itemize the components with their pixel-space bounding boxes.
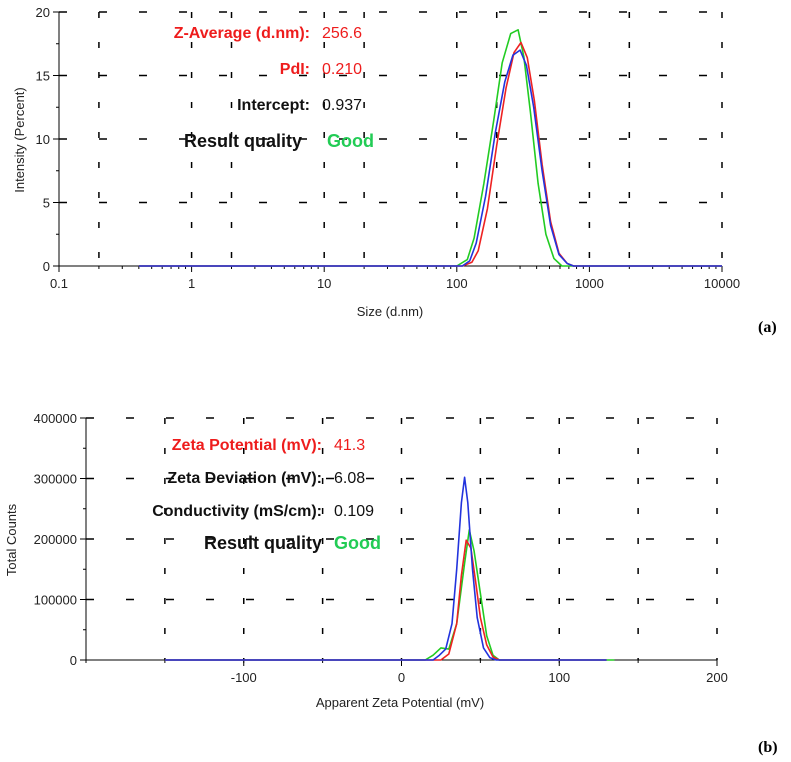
panel-b-x-axis-title: Apparent Zeta Potential (mV) xyxy=(316,695,484,710)
zeta-deviation-label: Zeta Deviation (mV): xyxy=(167,470,322,487)
series-line-3 xyxy=(164,476,607,661)
y-tick-label: 20 xyxy=(36,5,50,20)
z-average-label: Z-Average (d.nm): xyxy=(174,25,310,42)
pdi-value: 0.210 xyxy=(322,61,362,78)
panel-a-grid xyxy=(59,11,723,266)
panel-a-axes: 0.1 1 10 100 1000 10000 0 5 10 15 20 xyxy=(36,5,741,291)
panel-a-y-axis-title: Intensity (Percent) xyxy=(12,87,27,193)
result-quality-label-b: Result quality xyxy=(204,533,322,553)
y-tick-label: 5 xyxy=(43,196,50,211)
conductivity-value: 0.109 xyxy=(334,503,374,520)
x-tick-label: 100 xyxy=(446,276,468,291)
y-tick-label: 15 xyxy=(36,69,50,84)
z-average-value: 256.6 xyxy=(322,25,362,42)
panel-b-grid xyxy=(86,417,718,660)
panel-b-y-axis-title: Total Counts xyxy=(4,503,19,576)
intercept-value: 0.937 xyxy=(322,97,362,114)
y-tick-label: 300000 xyxy=(34,472,77,487)
panel-a-size-distribution: 0.1 1 10 100 1000 10000 0 5 10 15 20 Size (d.nm) I… xyxy=(12,5,777,336)
panel-a-label: (a) xyxy=(758,319,777,336)
x-tick-label: 1000 xyxy=(575,276,604,291)
panel-b-series xyxy=(164,476,615,661)
panel-b-axes: -100 0 100 200 0 100000 200000 300000 400000 xyxy=(34,411,728,685)
y-tick-label: 0 xyxy=(70,653,77,668)
x-tick-label: 100 xyxy=(548,670,570,685)
series-line-2 xyxy=(164,539,607,661)
panel-a-x-axis-title: Size (d.nm) xyxy=(357,304,423,319)
x-tick-label: 0.1 xyxy=(50,276,68,291)
y-tick-label: 0 xyxy=(43,259,50,274)
panel-b-zeta-distribution: -100 0 100 200 0 100000 200000 300000 400000 App… xyxy=(4,411,778,756)
result-quality-label: Result quality xyxy=(184,131,302,151)
result-quality-value-b: Good xyxy=(334,533,381,553)
series-line-1 xyxy=(164,529,615,661)
y-tick-label: 200000 xyxy=(34,532,77,547)
zeta-potential-value: 41.3 xyxy=(334,437,365,454)
conductivity-label: Conductivity (mS/cm): xyxy=(152,503,322,520)
x-tick-label: -100 xyxy=(231,670,257,685)
panel-b-annotations: Zeta Potential (mV): 41.3 Zeta Deviation… xyxy=(152,437,381,553)
x-tick-label: 1 xyxy=(188,276,195,291)
panel-a-annotations: Z-Average (d.nm): 256.6 PdI: 0.210 Inter… xyxy=(174,25,374,151)
y-tick-label: 100000 xyxy=(34,593,77,608)
y-tick-label: 10 xyxy=(36,132,50,147)
zeta-deviation-value: 6.08 xyxy=(334,470,365,487)
y-tick-label: 400000 xyxy=(34,411,77,426)
panel-a-series xyxy=(138,28,722,267)
zeta-potential-label: Zeta Potential (mV): xyxy=(172,437,322,454)
result-quality-value: Good xyxy=(327,131,374,151)
pdi-label: PdI: xyxy=(280,61,310,78)
series-line-3 xyxy=(138,49,722,267)
series-line-1 xyxy=(138,28,722,267)
x-tick-label: 0 xyxy=(398,670,405,685)
x-tick-label: 200 xyxy=(706,670,728,685)
x-tick-label: 10000 xyxy=(704,276,740,291)
intercept-label: Intercept: xyxy=(237,97,310,114)
x-tick-label: 10 xyxy=(317,276,331,291)
panel-b-label: (b) xyxy=(758,739,778,756)
